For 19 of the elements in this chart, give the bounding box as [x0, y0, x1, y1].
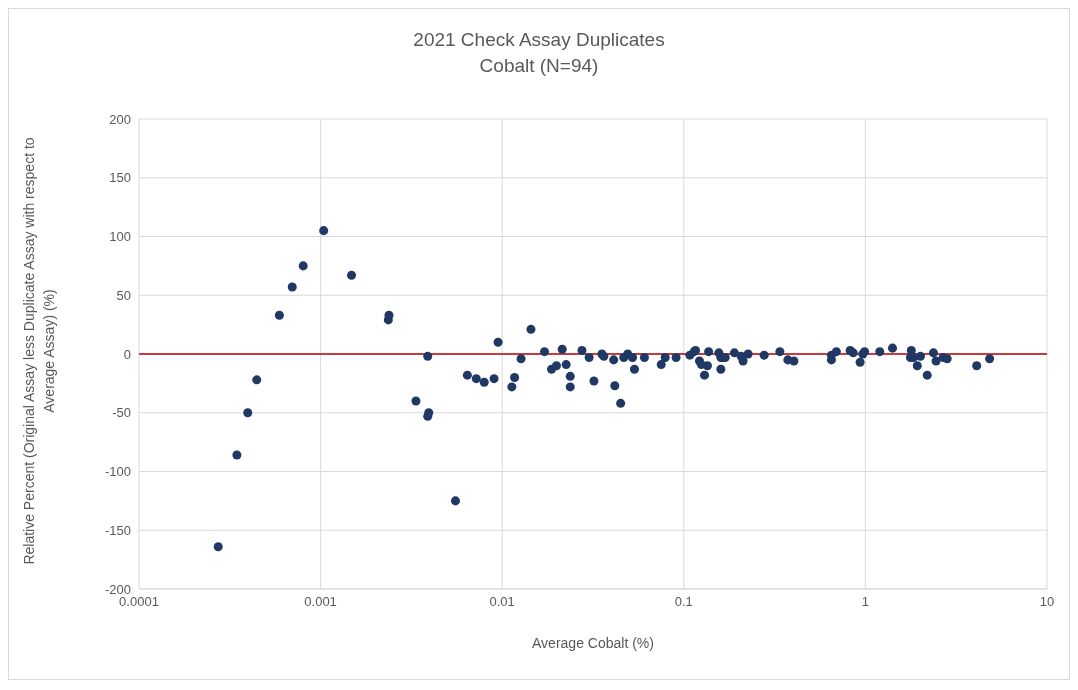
y-tick-label: 50	[116, 287, 131, 303]
y-axis-title: Relative Percent (Original Assay less Duplicate Assay with respect to Average Assay) (%)	[20, 136, 58, 567]
y-tick-label: -50	[112, 405, 131, 421]
x-tick-label: 10	[1039, 594, 1055, 610]
y-tick-label: -100	[104, 464, 131, 480]
x-tick-label: 1	[861, 594, 870, 610]
chart-title: 2021 Check Assay Duplicates	[412, 28, 666, 52]
y-tick-label: -150	[104, 522, 131, 538]
y-tick-label: 0	[123, 346, 131, 362]
y-tick-label: -200	[104, 581, 131, 597]
x-tick-label: 0.0001	[119, 594, 159, 610]
x-tick-label: 0.001	[304, 594, 337, 610]
y-tick-label: 100	[109, 229, 131, 245]
x-tick-label: 0.1	[674, 594, 693, 610]
x-tick-label: 0.01	[489, 594, 515, 610]
y-tick-label: 200	[109, 111, 131, 127]
chart-subtitle: Cobalt (N=94)	[478, 54, 600, 78]
x-axis-title: Average Cobalt (%)	[531, 635, 655, 651]
y-tick-label: 150	[109, 170, 131, 186]
